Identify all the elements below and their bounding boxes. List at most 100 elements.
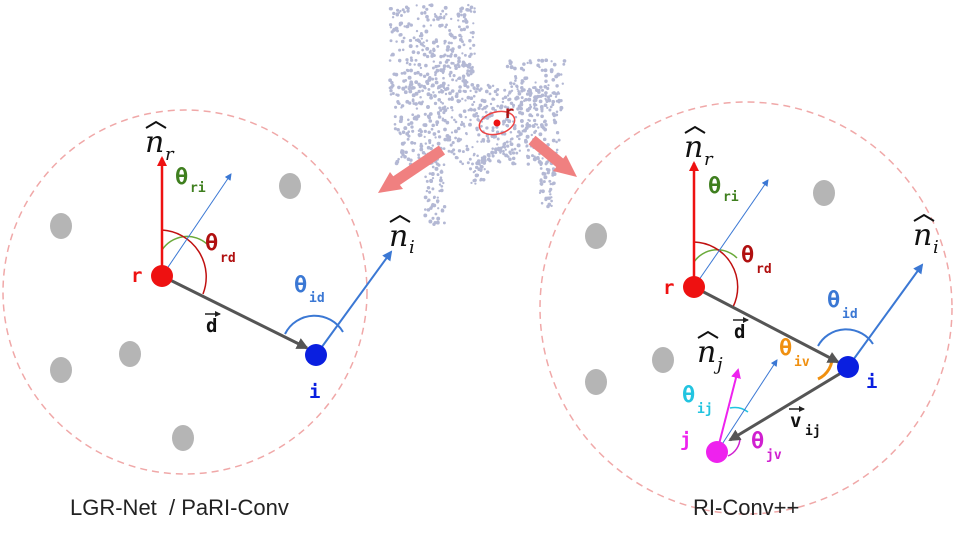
theta-ri-symbol: θ — [175, 165, 188, 190]
cloud-point — [536, 113, 540, 117]
cloud-point — [424, 175, 427, 179]
cloud-point — [420, 11, 424, 15]
gray-point — [279, 173, 301, 199]
cloud-point — [458, 37, 463, 42]
cloud-point — [550, 199, 553, 203]
cloud-point — [415, 44, 419, 48]
cloud-point — [446, 54, 450, 58]
cloud-point — [436, 216, 441, 221]
cloud-point — [543, 84, 548, 89]
cloud-reference-ring — [478, 110, 516, 136]
cloud-point — [524, 76, 529, 80]
theta-ri-symbol: θ — [708, 174, 721, 199]
cloud-point — [509, 130, 513, 134]
cloud-point — [409, 68, 413, 73]
cloud-point — [508, 97, 512, 101]
hat-icon — [684, 125, 706, 134]
cloud-point — [505, 64, 510, 69]
right-thin-normal-j — [716, 359, 778, 453]
cloud-point — [438, 61, 442, 65]
cloud-point — [428, 190, 432, 194]
cloud-point — [513, 162, 517, 166]
cloud-point — [442, 54, 446, 58]
cloud-point — [424, 29, 429, 34]
cloud-point — [455, 92, 459, 96]
theta-ri-sub: ri — [723, 190, 739, 205]
cloud-point — [444, 92, 448, 96]
cloud-point — [486, 139, 489, 143]
cloud-point — [503, 95, 508, 99]
d-symbol: d — [206, 315, 217, 337]
cloud-point — [432, 203, 437, 208]
cloud-point — [548, 189, 552, 193]
cloud-point — [496, 88, 500, 92]
cloud-point — [533, 96, 536, 99]
n-i-symbol: n — [913, 218, 932, 253]
cloud-point — [459, 138, 463, 141]
theta-ij-sub: ij — [697, 402, 713, 417]
cloud-point — [400, 149, 405, 154]
cloud-point — [487, 154, 491, 158]
cloud-point — [426, 81, 430, 86]
cloud-point — [480, 158, 485, 163]
cloud-point — [530, 114, 534, 118]
cloud-point — [491, 147, 494, 150]
cloud-point — [559, 99, 563, 103]
cloud-point — [423, 208, 427, 211]
cloud-point — [541, 157, 544, 160]
cloud-point — [401, 8, 405, 12]
n-j-symbol: n — [697, 335, 716, 370]
cloud-point — [529, 90, 533, 94]
cloud-point — [538, 88, 541, 92]
cloud-point — [466, 95, 471, 100]
cloud-point — [457, 59, 461, 64]
cloud-point — [475, 87, 479, 91]
cloud-point — [557, 100, 561, 104]
cloud-point — [454, 136, 457, 140]
cloud-point — [508, 108, 512, 112]
cloud-point — [472, 43, 476, 47]
cloud-point — [418, 34, 422, 38]
cloud-point — [449, 66, 452, 69]
cloud-point — [454, 120, 458, 124]
right-label-r: r — [663, 277, 674, 299]
cloud-point — [463, 53, 467, 57]
gray-point — [652, 347, 674, 373]
left-thin-normal — [161, 173, 232, 277]
cloud-point — [389, 39, 393, 43]
cloud-point — [442, 163, 446, 166]
cloud-point — [538, 191, 542, 195]
cloud-point — [422, 5, 426, 9]
cloud-point — [477, 106, 481, 110]
left-label-n-r: n r — [145, 120, 175, 165]
cloud-point — [476, 154, 479, 157]
cloud-point — [518, 110, 522, 115]
cloud-point — [556, 72, 561, 77]
cloud-point — [509, 142, 514, 147]
cloud-point — [411, 148, 415, 153]
theta-id-symbol: θ — [294, 273, 307, 298]
cloud-point — [496, 143, 499, 146]
left-label-d: d — [205, 311, 221, 337]
cloud-point — [551, 77, 556, 82]
cloud-point — [439, 176, 443, 179]
right-panel: n r θ ri θ rd θ id n i d r i n j — [539, 101, 953, 515]
cloud-point — [461, 63, 465, 67]
cloud-point — [437, 163, 441, 167]
cloud-point — [527, 123, 532, 128]
cloud-point — [462, 43, 466, 47]
cloud-point — [431, 165, 435, 169]
cloud-point — [547, 196, 551, 200]
cloud-point — [509, 101, 514, 106]
theta-rd-symbol: θ — [741, 243, 754, 268]
cloud-point — [466, 69, 470, 73]
cloud-point — [540, 107, 544, 111]
cloud-point — [452, 152, 456, 156]
cloud-point — [411, 129, 415, 133]
cloud-point — [491, 106, 496, 111]
cloud-point — [403, 25, 406, 28]
cloud-point — [550, 204, 553, 208]
cloud-point — [521, 129, 525, 133]
cloud-point — [427, 130, 431, 134]
cloud-point — [539, 167, 543, 170]
